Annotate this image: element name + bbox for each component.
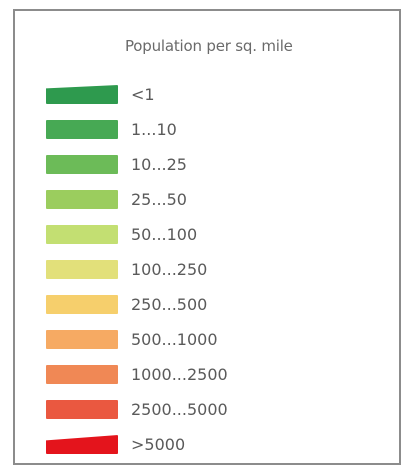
legend-item: 100...250 — [46, 258, 346, 282]
legend-label: 10...25 — [131, 155, 187, 174]
legend-swatch — [46, 365, 118, 384]
legend-label: 2500...5000 — [131, 400, 228, 419]
legend-label: 250...500 — [131, 295, 208, 314]
legend-swatch — [46, 225, 118, 244]
legend-item: 25...50 — [46, 188, 346, 212]
legend-title: Population per sq. mile — [125, 37, 293, 55]
legend-swatch — [46, 400, 118, 419]
legend-label: 1...10 — [131, 120, 177, 139]
legend-item: >5000 — [46, 433, 346, 457]
legend-swatch — [46, 85, 118, 104]
legend-swatch — [46, 295, 118, 314]
legend-label: 25...50 — [131, 190, 187, 209]
legend-swatch — [46, 190, 118, 209]
map-legend: Population per sq. mile <1 1...10 10...25 2… — [13, 9, 401, 465]
legend-list: <1 1...10 10...25 25...50 50...100 100...250 2… — [15, 11, 399, 463]
legend-label: 50...100 — [131, 225, 198, 244]
legend-item: <1 — [46, 83, 346, 107]
legend-swatch — [46, 330, 118, 349]
legend-label: <1 — [131, 85, 155, 104]
legend-item: 10...25 — [46, 153, 346, 177]
legend-swatch — [46, 435, 118, 454]
legend-label: 100...250 — [131, 260, 208, 279]
legend-item: 250...500 — [46, 293, 346, 317]
legend-item: 500...1000 — [46, 328, 346, 352]
legend-item: 50...100 — [46, 223, 346, 247]
legend-label: 500...1000 — [131, 330, 218, 349]
legend-swatch — [46, 120, 118, 139]
legend-item: 2500...5000 — [46, 398, 346, 422]
legend-swatch — [46, 260, 118, 279]
legend-label: 1000...2500 — [131, 365, 228, 384]
legend-item: 1...10 — [46, 118, 346, 142]
legend-swatch — [46, 155, 118, 174]
legend-label: >5000 — [131, 435, 186, 454]
legend-item: 1000...2500 — [46, 363, 346, 387]
